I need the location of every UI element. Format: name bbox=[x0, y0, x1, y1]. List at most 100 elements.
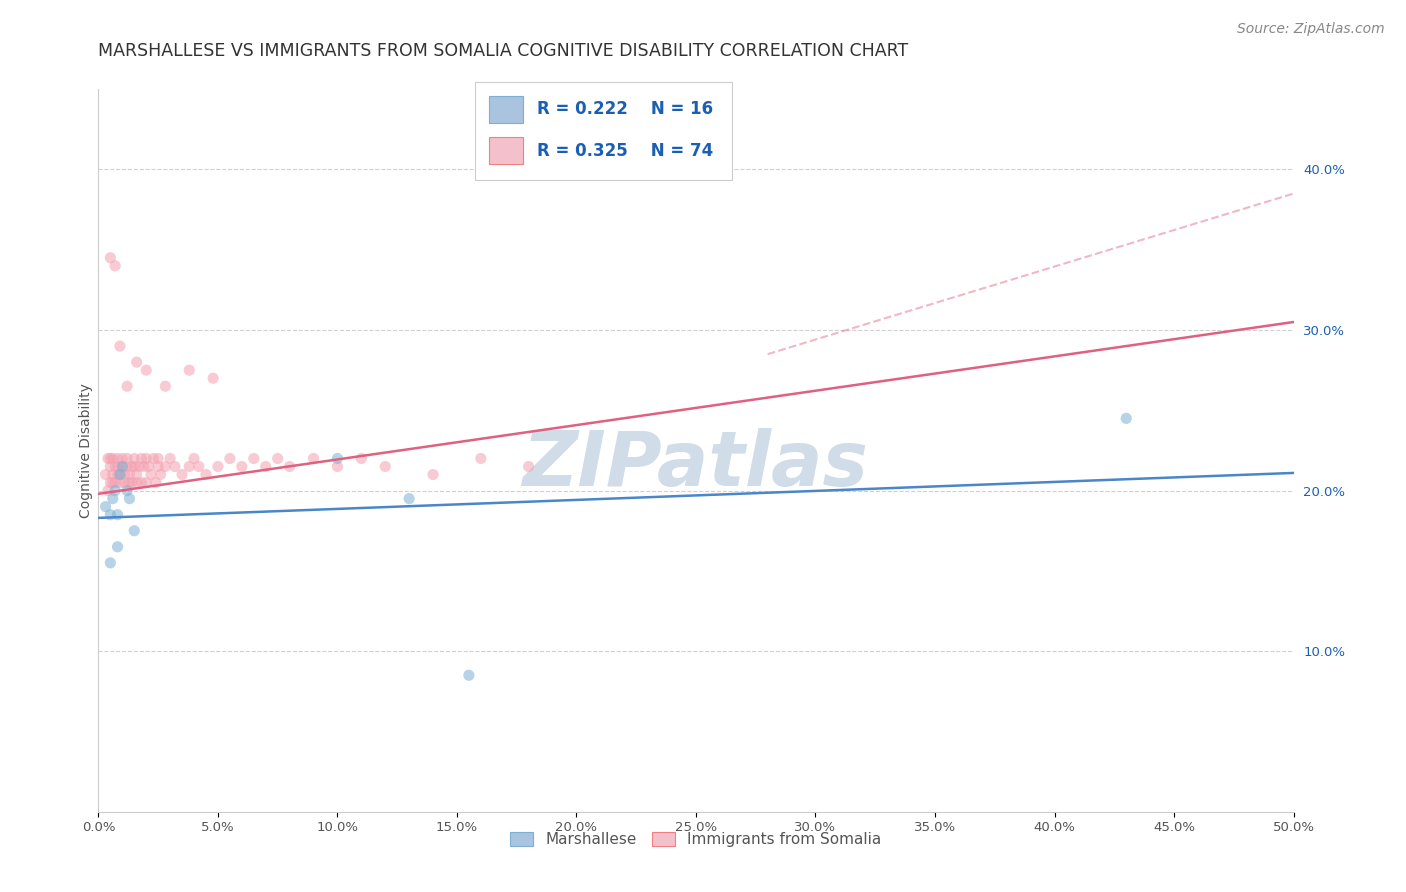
Point bbox=[398, 491, 420, 506]
Point bbox=[108, 467, 131, 482]
Point bbox=[326, 459, 349, 474]
Point bbox=[163, 459, 186, 474]
Point bbox=[107, 451, 129, 466]
Point bbox=[101, 491, 124, 506]
Point bbox=[104, 475, 127, 490]
Point bbox=[278, 459, 301, 474]
Point bbox=[101, 451, 124, 466]
Text: ZIPatlas: ZIPatlas bbox=[523, 428, 869, 502]
Point bbox=[422, 467, 444, 482]
Point bbox=[128, 459, 150, 474]
Point bbox=[517, 459, 540, 474]
Point bbox=[118, 491, 141, 506]
Point bbox=[114, 467, 136, 482]
Point bbox=[98, 508, 122, 522]
Point bbox=[101, 475, 124, 490]
Point bbox=[131, 475, 153, 490]
Point bbox=[155, 379, 177, 393]
Point bbox=[149, 467, 172, 482]
Text: R = 0.222    N = 16: R = 0.222 N = 16 bbox=[537, 101, 713, 119]
Point bbox=[97, 451, 120, 466]
Point bbox=[104, 459, 127, 474]
Point bbox=[121, 459, 143, 474]
Point bbox=[111, 459, 134, 474]
Point bbox=[125, 475, 148, 490]
Point bbox=[135, 363, 157, 377]
Point bbox=[108, 475, 131, 490]
Point bbox=[1115, 411, 1137, 425]
Point bbox=[124, 451, 146, 466]
FancyBboxPatch shape bbox=[489, 136, 523, 164]
Point bbox=[98, 459, 122, 474]
Text: R = 0.325    N = 74: R = 0.325 N = 74 bbox=[537, 142, 713, 160]
Point bbox=[94, 467, 117, 482]
Point bbox=[125, 467, 148, 482]
Text: Source: ZipAtlas.com: Source: ZipAtlas.com bbox=[1237, 22, 1385, 37]
Point bbox=[207, 459, 229, 474]
Point bbox=[104, 259, 127, 273]
Point bbox=[98, 451, 122, 466]
Point bbox=[148, 459, 170, 474]
Point bbox=[114, 475, 136, 490]
Point bbox=[458, 668, 481, 682]
Point bbox=[326, 451, 349, 466]
Point bbox=[97, 483, 120, 498]
Point bbox=[202, 371, 225, 385]
Point bbox=[107, 459, 129, 474]
Point bbox=[98, 251, 122, 265]
Point bbox=[139, 467, 162, 482]
Point bbox=[470, 451, 492, 466]
Point bbox=[118, 467, 141, 482]
Point bbox=[142, 451, 165, 466]
Point bbox=[172, 467, 194, 482]
Point bbox=[135, 451, 157, 466]
Point bbox=[267, 451, 290, 466]
Point bbox=[104, 483, 127, 498]
Point bbox=[187, 459, 209, 474]
Text: MARSHALLESE VS IMMIGRANTS FROM SOMALIA COGNITIVE DISABILITY CORRELATION CHART: MARSHALLESE VS IMMIGRANTS FROM SOMALIA C… bbox=[98, 42, 908, 61]
Point bbox=[108, 339, 131, 353]
Point bbox=[107, 540, 129, 554]
Point bbox=[107, 467, 129, 482]
Point bbox=[374, 459, 396, 474]
Point bbox=[124, 524, 146, 538]
Point bbox=[131, 451, 153, 466]
Point bbox=[98, 556, 122, 570]
Point bbox=[179, 459, 201, 474]
Point bbox=[124, 459, 146, 474]
Point bbox=[101, 467, 124, 482]
Point bbox=[138, 459, 160, 474]
Point bbox=[159, 451, 181, 466]
Point bbox=[111, 459, 134, 474]
Point bbox=[254, 459, 277, 474]
Point bbox=[243, 451, 266, 466]
Point bbox=[94, 500, 117, 514]
Point bbox=[125, 355, 148, 369]
Point bbox=[98, 475, 122, 490]
Point bbox=[183, 451, 205, 466]
FancyBboxPatch shape bbox=[489, 95, 523, 123]
Point bbox=[155, 459, 177, 474]
Point bbox=[115, 379, 138, 393]
Point bbox=[115, 451, 138, 466]
Point bbox=[135, 475, 157, 490]
Point bbox=[179, 363, 201, 377]
Point bbox=[132, 459, 155, 474]
Point bbox=[121, 475, 143, 490]
Point bbox=[108, 467, 131, 482]
Point bbox=[302, 451, 325, 466]
Point bbox=[111, 451, 134, 466]
Y-axis label: Cognitive Disability: Cognitive Disability bbox=[79, 383, 93, 518]
Point bbox=[145, 475, 167, 490]
Point bbox=[231, 459, 253, 474]
Point bbox=[148, 451, 170, 466]
Point bbox=[219, 451, 242, 466]
Point bbox=[118, 475, 141, 490]
Point bbox=[195, 467, 218, 482]
Point bbox=[115, 483, 138, 498]
Point bbox=[350, 451, 373, 466]
Legend: Marshallese, Immigrants from Somalia: Marshallese, Immigrants from Somalia bbox=[503, 824, 889, 855]
Point bbox=[115, 459, 138, 474]
FancyBboxPatch shape bbox=[475, 82, 733, 179]
Point bbox=[107, 508, 129, 522]
